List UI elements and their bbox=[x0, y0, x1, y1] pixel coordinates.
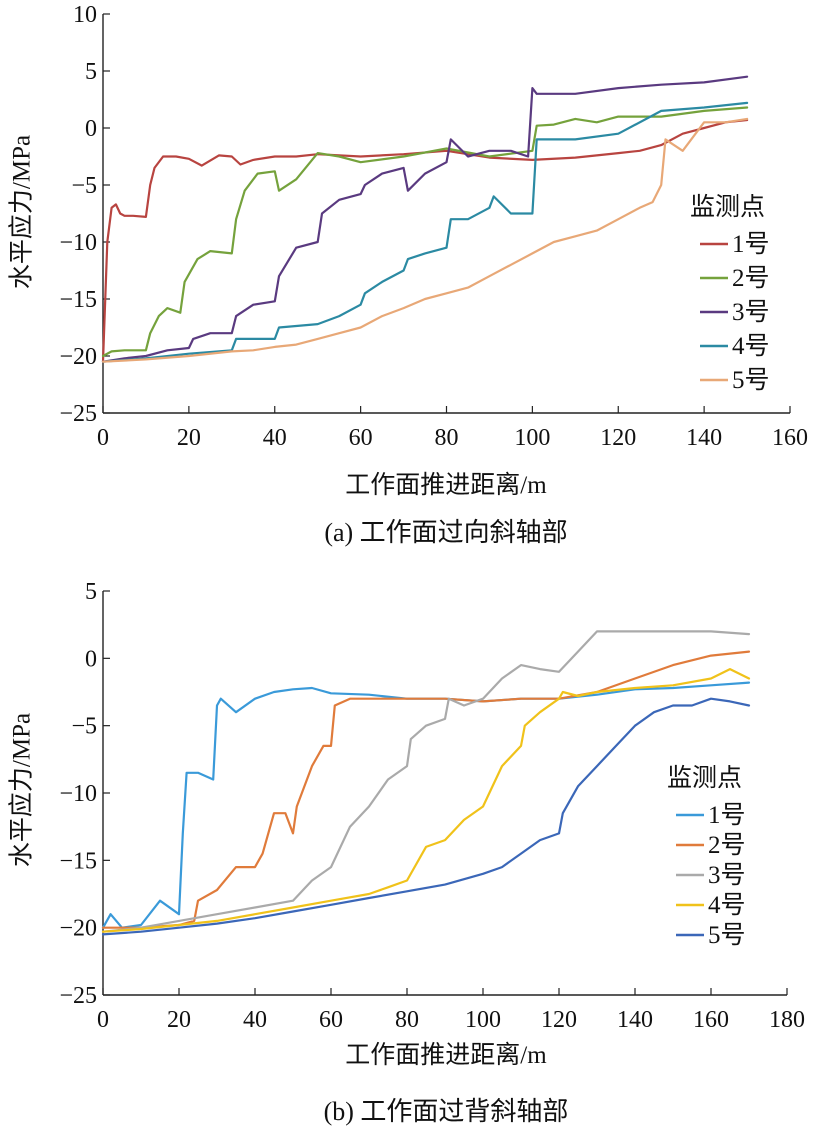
legend-label-3: 3号 bbox=[708, 862, 746, 889]
x-tick-label: 140 bbox=[617, 1007, 653, 1033]
x-tick-label: 20 bbox=[177, 425, 201, 451]
series-line-1 bbox=[101, 681, 751, 929]
x-tick-label: 80 bbox=[395, 1007, 419, 1033]
x-tick-label: 100 bbox=[514, 425, 550, 451]
series-line-3 bbox=[101, 75, 749, 363]
legend-label-1: 1号 bbox=[708, 802, 746, 829]
y-tick-label: −15 bbox=[59, 287, 97, 313]
y-tick-label: 0 bbox=[85, 116, 97, 142]
y-tick-label: 10 bbox=[73, 2, 97, 28]
series-line-3 bbox=[101, 630, 751, 933]
x-tick-label: 0 bbox=[97, 425, 109, 451]
x-tick-label: 40 bbox=[263, 425, 287, 451]
x-tick-label: 160 bbox=[772, 425, 808, 451]
panel-caption: (b) 工作面过背斜轴部 bbox=[324, 1097, 569, 1126]
legend-title: 监测点 bbox=[690, 193, 765, 221]
legend-label-3: 3号 bbox=[732, 299, 770, 326]
legend-label-4: 4号 bbox=[708, 892, 746, 919]
x-tick-label: 60 bbox=[349, 425, 373, 451]
x-tick-label: 40 bbox=[243, 1007, 267, 1033]
y-tick-label: −25 bbox=[59, 401, 97, 427]
y-tick-label: −15 bbox=[59, 848, 97, 874]
y-tick-label: 0 bbox=[85, 646, 97, 672]
x-tick-label: 20 bbox=[167, 1007, 191, 1033]
panel-caption: (a) 工作面过向斜轴部 bbox=[324, 518, 567, 547]
series-line-4 bbox=[101, 667, 751, 933]
x-tick-label: 100 bbox=[465, 1007, 501, 1033]
series-line-5 bbox=[101, 117, 749, 363]
x-tick-label: 180 bbox=[769, 1007, 805, 1033]
series-line-4 bbox=[101, 101, 749, 363]
y-tick-label: −5 bbox=[71, 714, 97, 740]
chart-panel-b: 50−5−10−15−20−250 20 40 60 80 100 120 140 160 180… bbox=[8, 579, 805, 1126]
x-tick-label: 160 bbox=[693, 1007, 729, 1033]
legend-label-5: 5号 bbox=[708, 922, 746, 949]
x-tick-label: 140 bbox=[686, 425, 722, 451]
legend-label-2: 2号 bbox=[708, 832, 746, 859]
x-axis-label: 工作面推进距离/m bbox=[345, 1041, 547, 1069]
y-tick-label: −10 bbox=[59, 230, 97, 256]
legend-label-4: 4号 bbox=[732, 333, 770, 360]
x-axis-label: 工作面推进距离/m bbox=[345, 471, 547, 499]
x-tick-label: 120 bbox=[600, 425, 636, 451]
x-tick-label: 80 bbox=[435, 425, 459, 451]
y-tick-label: −25 bbox=[59, 983, 97, 1009]
y-tick-label: −20 bbox=[59, 344, 97, 370]
y-tick-label: −10 bbox=[59, 781, 97, 807]
x-tick-label: 60 bbox=[319, 1007, 343, 1033]
series-line-5 bbox=[101, 697, 751, 936]
y-tick-label: 5 bbox=[85, 59, 97, 85]
series-line-1 bbox=[101, 118, 749, 363]
legend-label-1: 1号 bbox=[732, 231, 770, 258]
y-axis-label: 水平应力/MPa bbox=[8, 713, 36, 867]
series-line-2 bbox=[101, 650, 751, 929]
y-tick-label: 5 bbox=[85, 579, 97, 605]
x-tick-label: 120 bbox=[541, 1007, 577, 1033]
legend-label-2: 2号 bbox=[732, 265, 770, 292]
y-tick-label: −5 bbox=[71, 173, 97, 199]
series-line-2 bbox=[101, 106, 749, 358]
y-tick-label: −20 bbox=[59, 916, 97, 942]
legend-title: 监测点 bbox=[667, 764, 742, 792]
x-tick-label: 0 bbox=[97, 1007, 109, 1033]
legend-label-5: 5号 bbox=[732, 367, 770, 394]
y-axis-label: 水平应力/MPa bbox=[8, 135, 36, 289]
